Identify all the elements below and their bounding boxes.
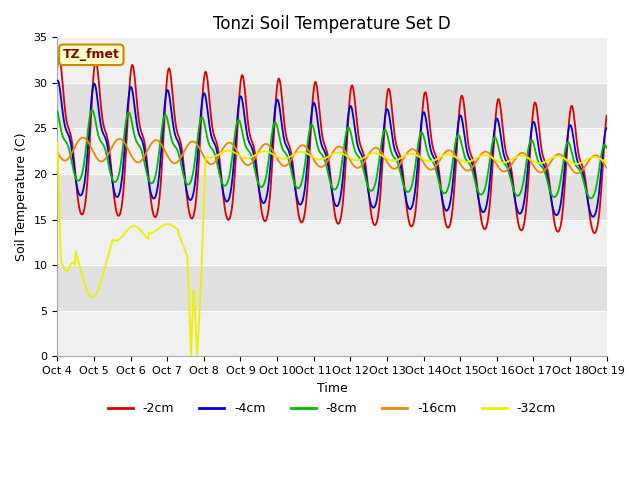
Bar — [58, 174, 607, 220]
Title: Tonzi Soil Temperature Set D: Tonzi Soil Temperature Set D — [213, 15, 451, 33]
Bar — [58, 220, 607, 265]
Y-axis label: Soil Temperature (C): Soil Temperature (C) — [15, 132, 28, 261]
Legend: -2cm, -4cm, -8cm, -16cm, -32cm: -2cm, -4cm, -8cm, -16cm, -32cm — [103, 397, 561, 420]
Bar — [58, 83, 607, 129]
Bar — [58, 265, 607, 311]
Bar — [58, 37, 607, 83]
Bar — [58, 311, 607, 356]
Text: TZ_fmet: TZ_fmet — [63, 48, 120, 61]
Bar — [58, 129, 607, 174]
X-axis label: Time: Time — [317, 382, 348, 395]
